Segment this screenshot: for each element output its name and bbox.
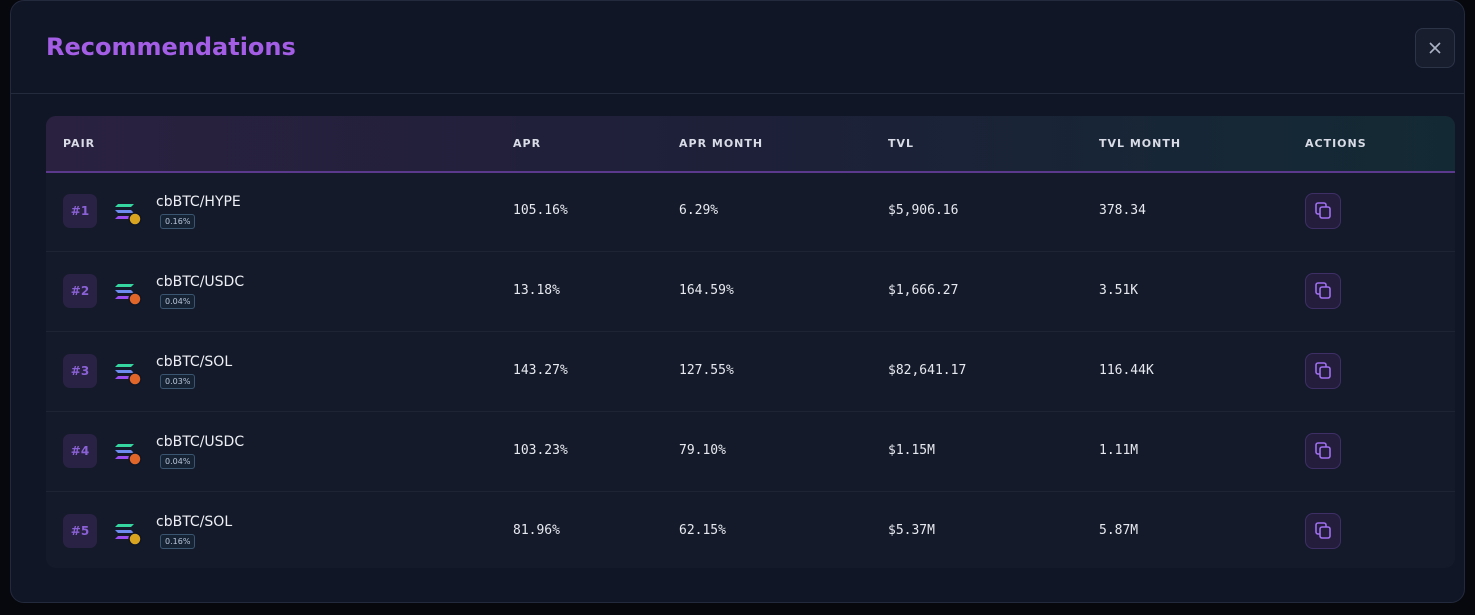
table-header: PAIR APR APR MONTH TVL TVL MONTH ACTIONS	[46, 116, 1455, 173]
apr: 103.23%	[513, 443, 568, 458]
table-row: #5 cbBTC/SOL 0.16% 81.96% 62.15% $5.37M 5.87M	[46, 491, 1455, 568]
apr-month: 127.55%	[679, 363, 734, 378]
apr: 143.27%	[513, 363, 568, 378]
tvl: $1,666.27	[888, 283, 959, 298]
rank-badge: #5	[63, 514, 97, 548]
copy-button[interactable]	[1305, 353, 1341, 389]
table-row: #2 cbBTC/USDC 0.04% 13.18% 164.59% $1,666.27 3…	[46, 251, 1455, 332]
fee-tier: 0.03%	[160, 374, 196, 389]
pair-name: cbBTC/USDC	[156, 274, 245, 290]
apr-month: 164.59%	[679, 283, 734, 298]
token-logo	[115, 364, 142, 386]
table: PAIR APR APR MONTH TVL TVL MONTH ACTIONS #1 cb…	[46, 116, 1455, 568]
tvl: $5,906.16	[888, 203, 959, 218]
close-icon	[1429, 42, 1441, 54]
divider	[11, 93, 1464, 94]
column-header: PAIR	[63, 137, 96, 150]
token-logo	[115, 204, 142, 226]
pair-icon	[114, 279, 146, 313]
rank-badge: #4	[63, 434, 97, 468]
tvl: $5.37M	[888, 523, 935, 538]
fee-tier: 0.04%	[160, 454, 196, 469]
copy-button[interactable]	[1305, 513, 1341, 549]
tvl-month: 116.44K	[1099, 363, 1154, 378]
pair-icon	[114, 359, 146, 393]
token-logo	[115, 284, 142, 306]
copy-button[interactable]	[1305, 273, 1341, 309]
column-header: APR MONTH	[679, 137, 764, 150]
apr-month: 6.29%	[679, 203, 719, 218]
tvl-month: 1.11M	[1099, 443, 1139, 458]
rank-badge: #1	[63, 194, 97, 228]
modal-title: Recommendations	[46, 33, 296, 61]
token-logo	[115, 444, 142, 466]
apr: 81.96%	[513, 523, 560, 538]
tvl: $82,641.17	[888, 363, 967, 378]
fee-tier: 0.04%	[160, 294, 196, 309]
tvl: $1.15M	[888, 443, 935, 458]
apr: 13.18%	[513, 283, 560, 298]
apr-month: 62.15%	[679, 523, 726, 538]
copy-icon	[1315, 202, 1331, 219]
copy-icon	[1315, 522, 1331, 539]
pair-name: cbBTC/USDC	[156, 434, 245, 450]
column-header: APR	[513, 137, 542, 150]
table-row: #1 cbBTC/HYPE 0.16% 105.16% 6.29% $5,906.16 37…	[46, 171, 1455, 252]
table-row: #4 cbBTC/USDC 0.04% 103.23% 79.10% $1.15M 1.11…	[46, 411, 1455, 492]
tvl-month: 378.34	[1099, 203, 1146, 218]
rank-badge: #3	[63, 354, 97, 388]
token-logo	[115, 524, 142, 546]
close-button[interactable]	[1415, 28, 1455, 68]
copy-icon	[1315, 442, 1331, 459]
column-header: ACTIONS	[1305, 137, 1367, 150]
pair-icon	[114, 199, 146, 233]
copy-icon	[1315, 362, 1331, 379]
fee-tier: 0.16%	[160, 534, 196, 549]
rank-badge: #2	[63, 274, 97, 308]
pair-name: cbBTC/SOL	[156, 354, 233, 370]
tvl-month: 5.87M	[1099, 523, 1139, 538]
table-row: #3 cbBTC/SOL 0.03% 143.27% 127.55% $82,641.17…	[46, 331, 1455, 412]
copy-icon	[1315, 282, 1331, 299]
pair-icon	[114, 439, 146, 473]
copy-button[interactable]	[1305, 433, 1341, 469]
column-header: TVL	[888, 137, 915, 150]
fee-tier: 0.16%	[160, 214, 196, 229]
column-header: TVL MONTH	[1099, 137, 1182, 150]
pair-name: cbBTC/HYPE	[156, 194, 241, 210]
pair-icon	[114, 519, 146, 553]
apr: 105.16%	[513, 203, 568, 218]
apr-month: 79.10%	[679, 443, 726, 458]
copy-button[interactable]	[1305, 193, 1341, 229]
tvl-month: 3.51K	[1099, 283, 1139, 298]
modal: Recommendations PAIR APR APR MONTH TVL TVL M…	[10, 0, 1465, 603]
pair-name: cbBTC/SOL	[156, 514, 233, 530]
